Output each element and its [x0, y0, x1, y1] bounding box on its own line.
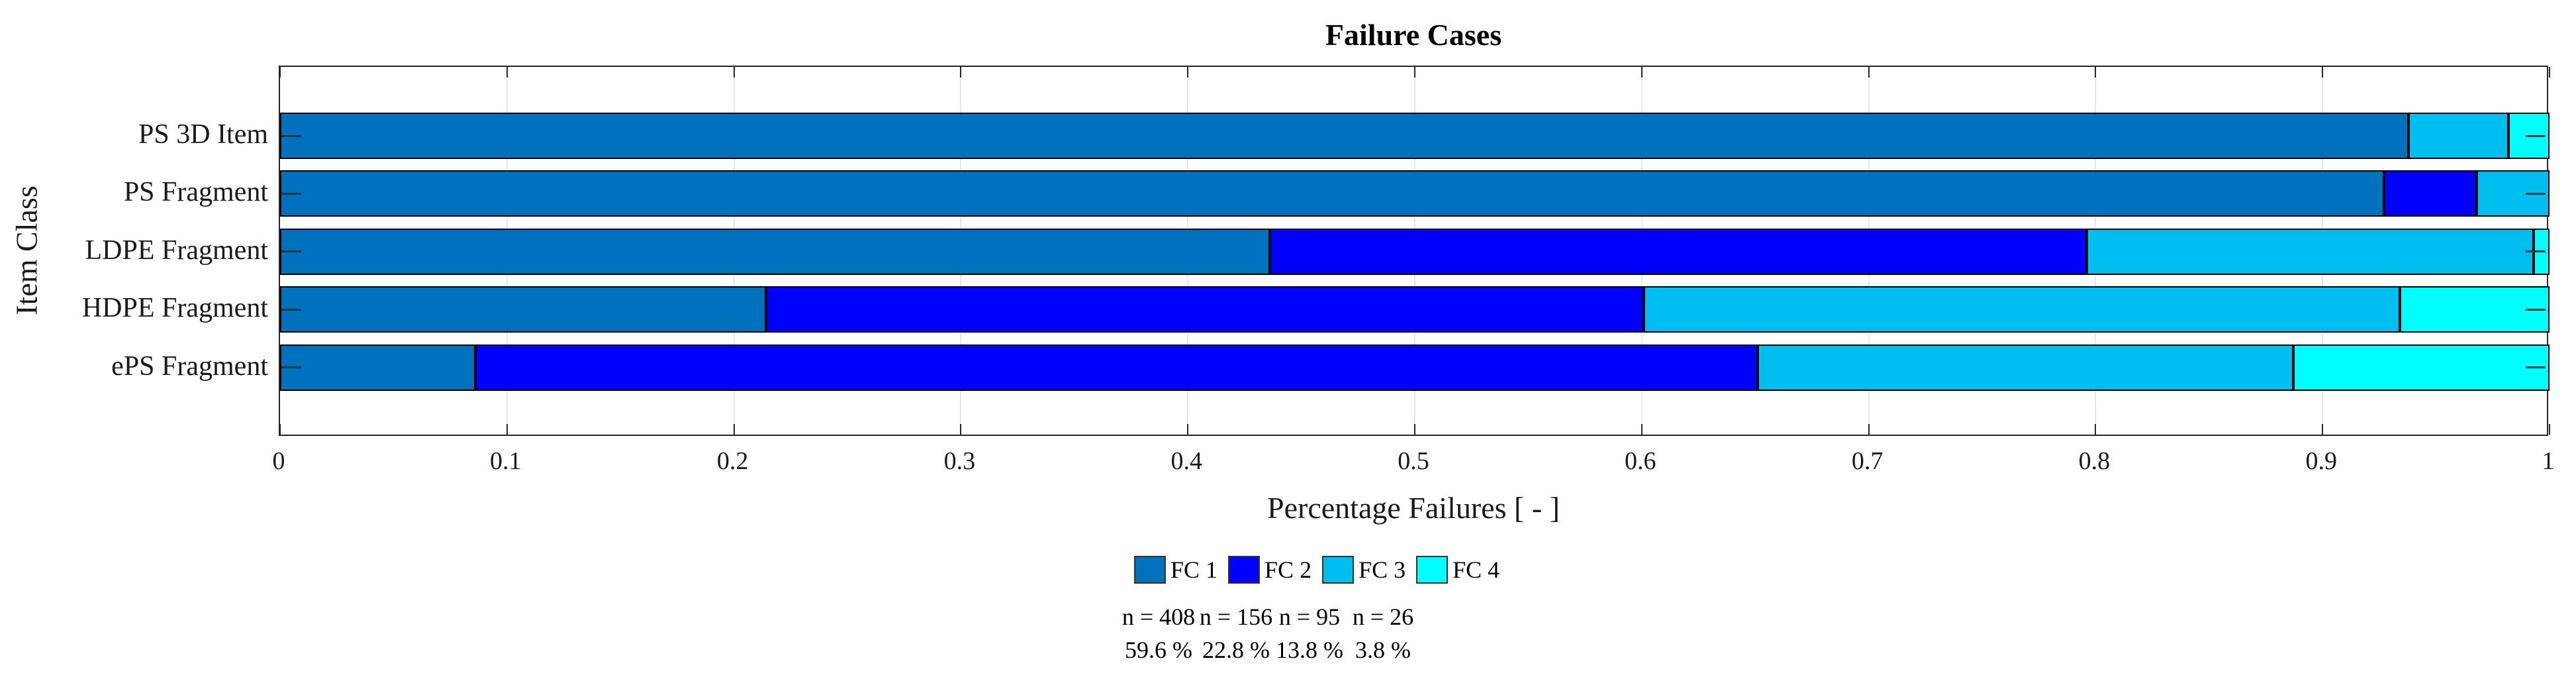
x-tick-top: [279, 67, 281, 78]
x-tick-top: [506, 67, 508, 78]
y-tick-left: [281, 308, 301, 311]
x-tick-label: 0.2: [716, 447, 749, 475]
bar-segment-fc-3: [1758, 344, 2293, 391]
y-axis-title: Item Class: [9, 186, 44, 315]
x-tick-bottom: [1187, 424, 1189, 435]
legend-annotations: n = 408 59.6 % n = 156 22.8 % n = 95 13.8 % n …: [0, 600, 2576, 673]
x-tick-top: [1641, 67, 1643, 78]
bar-segment-fc-2: [1270, 228, 2087, 275]
chart-title: Failure Cases: [1325, 18, 1502, 52]
legend-swatch-fc-2: [1228, 556, 1261, 584]
x-tick-bottom: [2322, 424, 2324, 435]
legend-swatch-fc-1: [1134, 556, 1166, 584]
x-tick-label: 0.3: [943, 447, 976, 475]
annotation-column: n = 408 59.6 %: [1118, 600, 1200, 666]
y-tick-left: [281, 134, 301, 137]
legend-entry: FC 2: [1228, 556, 1312, 584]
annotation-column: n = 156 22.8 %: [1195, 600, 1277, 666]
x-tick-top: [2095, 67, 2097, 78]
x-tick-label: 0.7: [1851, 447, 1884, 475]
x-tick-bottom: [506, 424, 508, 435]
legend-label: FC 3: [1359, 556, 1406, 583]
x-tick-bottom: [1414, 424, 1415, 435]
y-tick-right: [2526, 250, 2546, 253]
bar-segment-fc-1: [280, 286, 766, 333]
y-tick-left: [281, 250, 301, 253]
legend-percentage: 59.6 %: [1125, 637, 1192, 663]
x-tick-top: [2322, 67, 2324, 78]
y-tick-right: [2526, 308, 2546, 311]
x-tick-bottom: [960, 424, 962, 435]
bar-segment-fc-1: [280, 113, 2409, 159]
x-tick-bottom: [733, 424, 735, 435]
legend-entry: FC 1: [1134, 556, 1217, 584]
y-tick-left: [281, 366, 301, 369]
legend-count: n = 26: [1352, 604, 1414, 630]
legend-entry: FC 4: [1416, 556, 1500, 584]
x-tick-top: [960, 67, 962, 78]
x-tick-label: 0: [272, 447, 285, 475]
x-tick-label: 0.6: [1625, 447, 1656, 475]
x-tick-bottom: [1868, 424, 1870, 435]
legend: FC 1 FC 2 FC 3 FC 4: [1134, 556, 1500, 584]
y-category-label: ePS Fragment: [111, 350, 268, 382]
x-tick-bottom: [2549, 424, 2550, 435]
x-tick-label: 0.4: [1170, 447, 1202, 475]
y-category-label: PS Fragment: [123, 177, 268, 208]
bar-segment-fc-3: [2409, 113, 2508, 159]
y-category-label: HDPE Fragment: [81, 293, 268, 324]
legend-label: FC 2: [1264, 556, 1312, 583]
bar-segment-fc-2: [475, 344, 1758, 391]
x-tick-bottom: [279, 424, 281, 435]
y-tick-right: [2526, 134, 2546, 137]
x-tick-bottom: [2095, 424, 2097, 435]
legend-swatch-fc-4: [1416, 556, 1449, 584]
legend-percentage: 3.8 %: [1355, 637, 1411, 663]
y-tick-right: [2526, 366, 2546, 369]
x-tick-label: 0.9: [2305, 447, 2337, 475]
annotation-column: n = 95 13.8 %: [1268, 600, 1351, 666]
y-category-label: PS 3D Item: [138, 119, 268, 150]
x-tick-label: 1: [2542, 447, 2555, 475]
legend-count: n = 95: [1278, 604, 1341, 630]
y-tick-left: [281, 192, 301, 195]
x-tick-label: 0.5: [1398, 447, 1429, 475]
x-tick-top: [2549, 67, 2550, 78]
x-tick-top: [733, 67, 735, 78]
plot-area: [279, 66, 2550, 436]
annotation-column: n = 26 3.8 %: [1342, 600, 1424, 666]
bar-segment-fc-2: [2384, 170, 2477, 217]
bar-segment-fc-1: [280, 344, 475, 391]
bar-segment-fc-2: [766, 286, 1644, 333]
x-tick-top: [1868, 67, 1870, 78]
bar-segment-fc-1: [280, 170, 2384, 217]
legend-label: FC 4: [1453, 556, 1500, 583]
y-category-label: LDPE Fragment: [85, 235, 268, 266]
x-tick-top: [1414, 67, 1415, 78]
bar-segment-fc-3: [1644, 286, 2400, 333]
x-tick-label: 0.1: [490, 447, 522, 475]
legend-percentage: 13.8 %: [1276, 637, 1343, 663]
x-axis-title: Percentage Failures [ - ]: [1267, 491, 1560, 525]
x-tick-label: 0.8: [2078, 447, 2111, 475]
bar-segment-fc-4: [2293, 344, 2550, 391]
x-tick-bottom: [1641, 424, 1643, 435]
legend-count: n = 408: [1121, 604, 1196, 630]
x-tick-top: [1187, 67, 1189, 78]
bar-segment-fc-4: [2400, 286, 2550, 333]
legend-percentage: 22.8 %: [1202, 637, 1270, 663]
bar-segment-fc-3: [2087, 228, 2534, 275]
bar-segment-fc-1: [280, 228, 1270, 275]
y-tick-right: [2526, 192, 2546, 195]
legend-label: FC 1: [1170, 556, 1218, 583]
legend-count: n = 156: [1199, 604, 1273, 630]
legend-swatch-fc-3: [1322, 556, 1355, 584]
legend-entry: FC 3: [1322, 556, 1406, 584]
